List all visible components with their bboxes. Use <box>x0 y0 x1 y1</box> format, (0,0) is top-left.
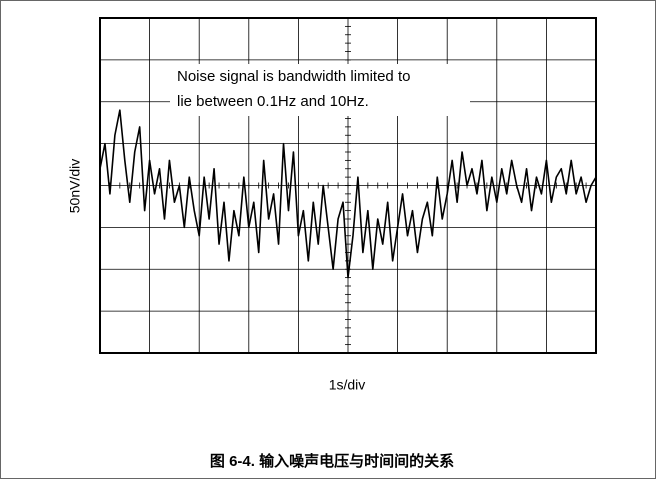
y-axis-label: 50nV/div <box>67 159 83 213</box>
caption: 图 6-4. 输入噪声电压与时间间的关系 <box>210 452 454 470</box>
plot-border <box>99 17 597 354</box>
annotation-box <box>170 64 470 116</box>
x-axis-label: 1s/div <box>329 377 366 393</box>
noise-trace <box>99 109 597 279</box>
annotation: lie between 0.1Hz and 10Hz. <box>177 93 369 110</box>
annotation: Noise signal is bandwidth limited to <box>177 68 410 85</box>
